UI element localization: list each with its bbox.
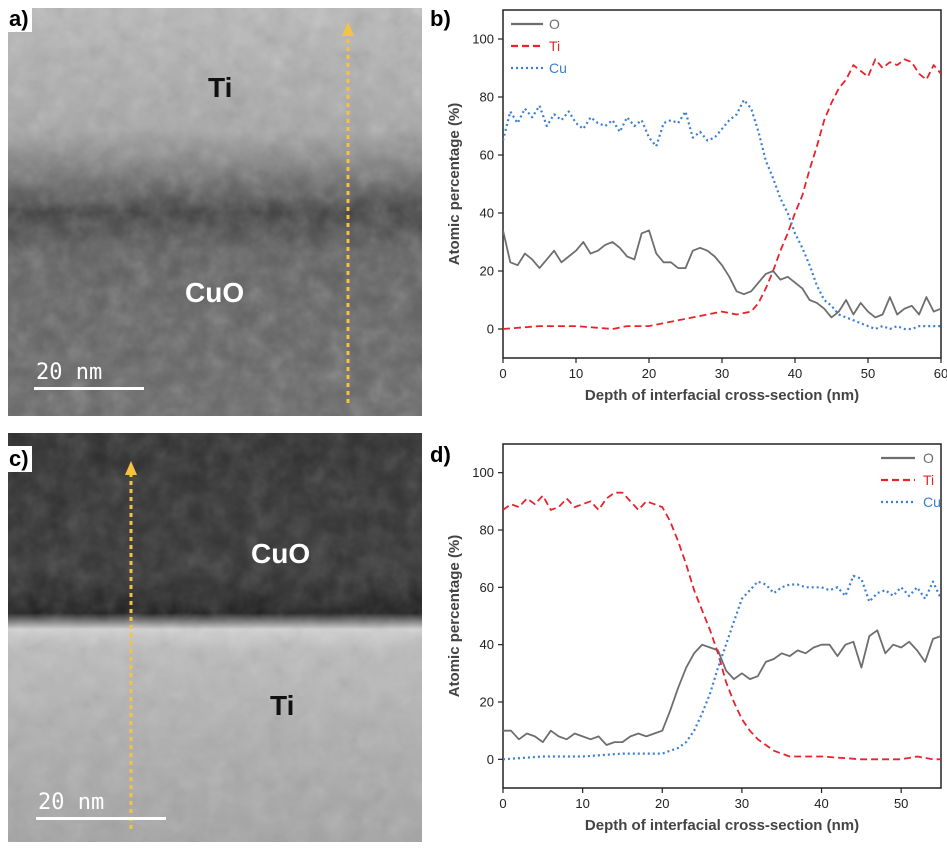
y-tick-label: 100 xyxy=(472,32,494,47)
x-tick-label: 50 xyxy=(861,366,875,381)
legend-label-o: O xyxy=(923,450,934,466)
y-tick-label: 60 xyxy=(480,580,494,595)
panel-a-tag: a) xyxy=(6,6,32,32)
micrograph-c-canvas xyxy=(8,433,422,842)
chart-b: 0 10 20 30 40 50 60 0 20 40 60 80 100 Depth of interf… xyxy=(428,0,947,428)
series-line-cu xyxy=(503,98,941,331)
chart-b-svg: 0 10 20 30 40 50 60 0 20 40 60 80 100 Depth of interf… xyxy=(446,9,947,404)
scale-bar-a xyxy=(34,387,144,390)
x-tick-label: 10 xyxy=(575,796,589,811)
label-ti-top: Ti xyxy=(208,72,233,103)
x-tick-label: 50 xyxy=(894,796,908,811)
y-tick-label: 40 xyxy=(480,637,494,652)
legend-label-cu: Cu xyxy=(923,494,941,510)
y-axis-label: Atomic percentage (%) xyxy=(446,535,463,698)
micrograph-a xyxy=(8,8,422,416)
y-tick-label: 80 xyxy=(480,90,494,105)
chart-d-svg: 0 10 20 30 40 50 0 20 40 60 80 100 Depth of interfac… xyxy=(446,443,942,834)
label-cuo-bottom: CuO xyxy=(185,277,245,308)
x-tick-label: 60 xyxy=(934,366,947,381)
scale-bar-c xyxy=(36,817,166,820)
x-tick-label: 10 xyxy=(569,366,583,381)
plot-frame xyxy=(502,9,942,359)
x-axis-label: Depth of interfacial cross-section (nm) xyxy=(585,387,859,404)
chart-d: 0 10 20 30 40 50 0 20 40 60 80 100 Depth of interfac… xyxy=(428,430,947,856)
panel-c-tag: c) xyxy=(6,446,32,472)
y-tick-label: 0 xyxy=(487,752,494,767)
panel-d-tag: d) xyxy=(427,442,454,468)
label-cuo-top: CuO xyxy=(251,538,311,569)
x-tick-label: 30 xyxy=(715,366,729,381)
y-tick-label: 100 xyxy=(472,465,494,480)
y-tick-label: 80 xyxy=(480,523,494,538)
series-line-cu xyxy=(503,574,941,761)
scale-label-c: 20 nm xyxy=(38,790,105,815)
panel-b-tag: b) xyxy=(427,6,454,32)
y-tick-label: 40 xyxy=(480,206,494,221)
arrow-a-head xyxy=(342,22,354,36)
y-tick-label: 20 xyxy=(480,264,494,279)
legend-label-cu: Cu xyxy=(549,60,567,76)
x-tick-label: 20 xyxy=(642,366,656,381)
x-axis-label: Depth of interfacial cross-section (nm) xyxy=(585,817,859,834)
x-tick-label: 0 xyxy=(499,796,506,811)
scale-label-a: 20 nm xyxy=(36,360,103,385)
series-line-o xyxy=(503,629,941,746)
series-line-o xyxy=(503,229,941,319)
arrow-c-head xyxy=(125,461,137,475)
x-tick-label: 0 xyxy=(499,366,506,381)
plot-frame xyxy=(502,443,942,789)
series-line-ti xyxy=(503,491,941,761)
x-tick-label: 40 xyxy=(788,366,802,381)
x-tick-label: 20 xyxy=(655,796,669,811)
x-tick-label: 40 xyxy=(814,796,828,811)
y-axis-label: Atomic percentage (%) xyxy=(446,103,463,266)
legend-label-o: O xyxy=(549,16,560,32)
legend-label-ti: Ti xyxy=(923,472,934,488)
label-ti-bottom: Ti xyxy=(270,690,295,721)
legend-label-ti: Ti xyxy=(549,38,560,54)
y-tick-label: 20 xyxy=(480,695,494,710)
series-line-ti xyxy=(503,58,941,330)
y-tick-label: 60 xyxy=(480,148,494,163)
micrograph-a-canvas xyxy=(8,8,422,416)
x-tick-label: 30 xyxy=(735,796,749,811)
micrograph-c xyxy=(8,433,422,842)
y-tick-label: 0 xyxy=(487,322,494,337)
